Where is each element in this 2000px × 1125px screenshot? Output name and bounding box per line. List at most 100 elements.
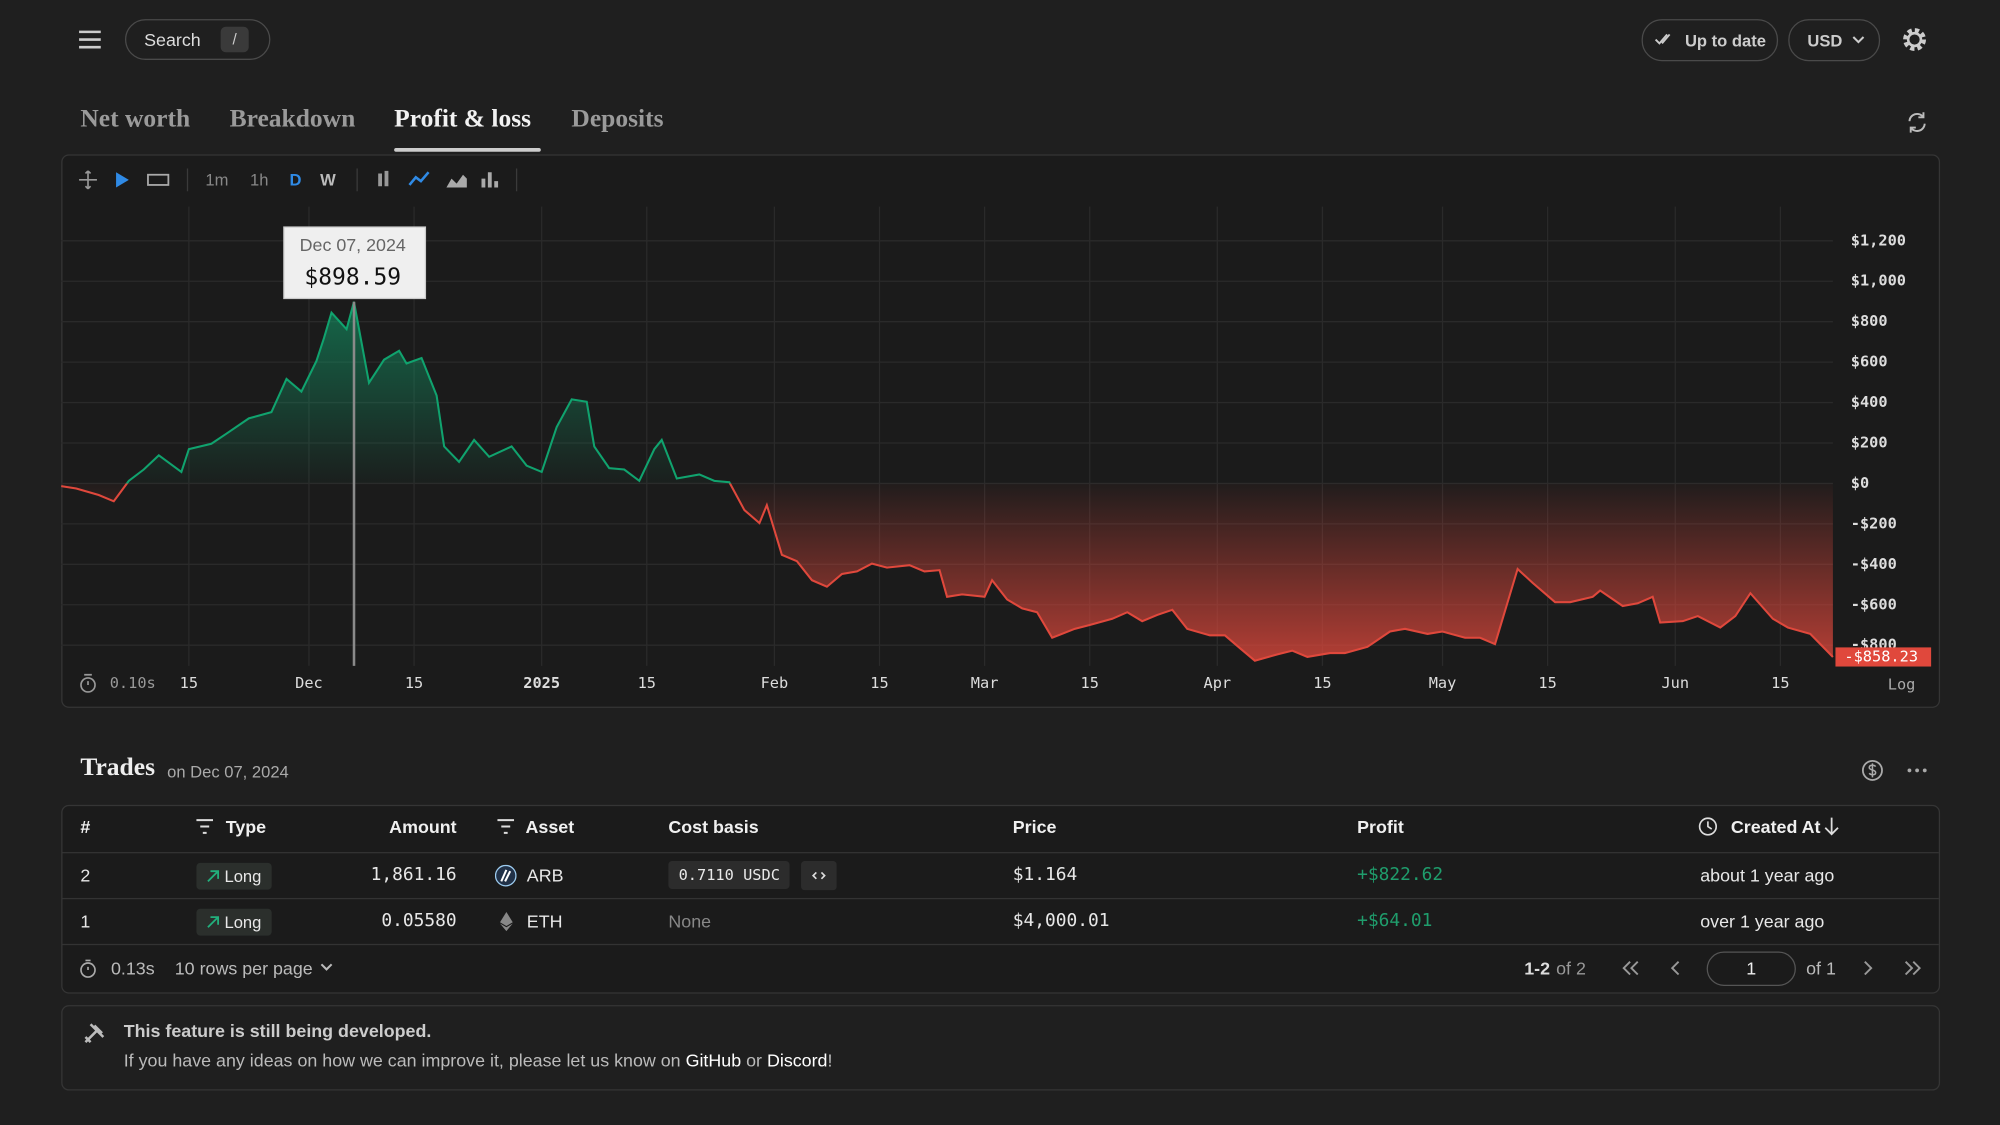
cost-basis-chip: 0.7110 USDC <box>668 860 791 890</box>
column-header: Profit <box>1357 816 1404 837</box>
pager-arrows[interactable] <box>1620 958 1926 978</box>
x-tick-label: 15 <box>870 674 888 692</box>
chevron-icon <box>320 963 333 971</box>
notice-text: ! <box>827 1049 833 1071</box>
y-tick-label: $200 <box>1851 433 1888 451</box>
type-chip: Long <box>196 908 272 936</box>
cell: $1.164 <box>1012 864 1078 886</box>
line <box>61 301 1834 662</box>
page-input[interactable] <box>1706 951 1796 986</box>
trades-icons[interactable] <box>1860 758 1931 784</box>
y-tick-label: $400 <box>1851 393 1888 411</box>
tooltip <box>283 226 427 300</box>
cell: 2 <box>80 864 91 886</box>
settings-icon[interactable] <box>1901 26 1929 54</box>
x-tick-label: May <box>1429 674 1457 692</box>
interval-button[interactable]: 1h <box>249 170 269 190</box>
cell: ETH <box>526 910 563 932</box>
y-tick-label: $1,200 <box>1851 231 1906 249</box>
last-value-badge <box>1835 647 1932 667</box>
column-header: Price <box>1012 816 1057 837</box>
x-tick-label: 15 <box>1313 674 1331 692</box>
header-icons <box>196 817 1839 836</box>
column-header: Amount <box>389 816 457 837</box>
tab[interactable]: Net worth <box>80 104 191 133</box>
x-tick-label: 15 <box>1538 674 1556 692</box>
tooltip-value: $898.59 <box>304 265 401 291</box>
status-button[interactable] <box>1641 19 1779 62</box>
search-shortcut: / <box>220 26 249 53</box>
y-tick-label: $1,000 <box>1851 272 1906 290</box>
x-tick-label: Dec <box>295 674 323 692</box>
link[interactable]: Discord <box>766 1049 828 1071</box>
x-tick-label: 15 <box>1771 674 1789 692</box>
cell: None <box>668 910 712 932</box>
asset-icon <box>494 864 517 887</box>
status-label: Up to date <box>1684 31 1767 51</box>
refresh-icon[interactable] <box>1906 111 1929 134</box>
type-chip: Long <box>196 862 272 890</box>
column-header[interactable]: Asset <box>525 816 575 837</box>
profit-cell: +$64.01 <box>1357 910 1433 932</box>
row-divider <box>62 943 1939 946</box>
row-divider <box>62 852 1939 854</box>
tools-icon <box>84 1023 105 1043</box>
page-range-total: of 2 <box>1556 957 1586 979</box>
toggle-button[interactable] <box>801 860 837 891</box>
profit-cell: +$822.62 <box>1357 864 1444 886</box>
cell: 1,861.16 <box>370 864 457 886</box>
chevron-icon <box>1852 36 1865 44</box>
x-tick-label: 15 <box>180 674 198 692</box>
area <box>61 301 1833 661</box>
notice-title: This feature is still being developed. <box>123 1020 432 1041</box>
trades-table <box>61 804 1941 994</box>
long-arrow <box>207 870 220 883</box>
notice-text-line: If you have any ideas on how we can impr… <box>124 1050 833 1070</box>
y-tick-label: -$200 <box>1851 514 1897 532</box>
y-tick-label: -$600 <box>1851 595 1897 613</box>
page-range: 1-2 <box>1524 957 1551 979</box>
y-tick-label: $800 <box>1851 312 1888 330</box>
column-header: Cost basis <box>668 816 759 837</box>
log-button[interactable]: Log <box>1888 675 1916 693</box>
tab[interactable]: Deposits <box>571 104 664 133</box>
notice-text: If you have any ideas on how we can impr… <box>123 1049 686 1071</box>
x-tick-label: Feb <box>761 674 789 692</box>
cell: 0.05580 <box>381 910 457 932</box>
last-value-label: -$858.23 <box>1844 647 1918 665</box>
y-tick-label: $600 <box>1851 353 1888 371</box>
tab[interactable]: Breakdown <box>229 104 356 133</box>
tab-underline <box>394 147 541 152</box>
currency-label: USD <box>1807 31 1843 51</box>
timer-icon <box>80 959 96 978</box>
column-header[interactable]: Type <box>225 816 267 837</box>
x-tick-label: 2025 <box>523 674 560 692</box>
trades-subtitle: on Dec 07, 2024 <box>167 762 289 782</box>
x-tick-label: Mar <box>971 674 999 692</box>
interval-button[interactable]: 1m <box>205 170 229 190</box>
currency-button[interactable] <box>1788 19 1881 62</box>
search-label: Search <box>144 29 201 50</box>
check-icon <box>1654 33 1671 45</box>
menu-icon[interactable] <box>77 28 105 51</box>
rows-per-page[interactable]: 10 rows per page <box>174 957 313 979</box>
notice-text: or <box>741 1049 767 1071</box>
x-tick-label: Jun <box>1661 674 1689 692</box>
search-box[interactable] <box>124 19 271 60</box>
long-arrow <box>207 916 220 928</box>
x-tick-label: 15 <box>1080 674 1098 692</box>
link[interactable]: GitHub <box>685 1049 742 1071</box>
interval-button-active[interactable]: D <box>289 170 302 190</box>
timer-icon <box>84 673 92 685</box>
x-tick-label: 15 <box>638 674 656 692</box>
table-time: 0.13s <box>110 957 155 979</box>
tab-active[interactable]: Profit & loss <box>394 104 532 133</box>
y-tick-label: -$400 <box>1851 555 1897 573</box>
column-header[interactable]: Created At <box>1730 816 1821 837</box>
x-tick-label: Apr <box>1204 674 1232 692</box>
interval-button[interactable]: W <box>320 170 336 190</box>
column-header: # <box>80 816 91 837</box>
trades-title: Trades <box>80 753 155 782</box>
